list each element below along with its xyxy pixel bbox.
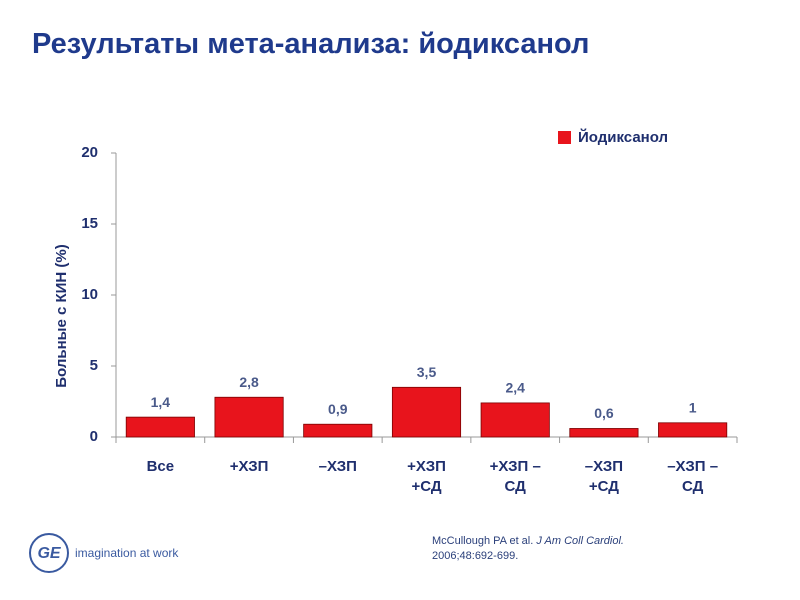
bar [480,402,550,438]
value-label: 2,4 [505,380,525,396]
citation-authors: McCullough PA et al. [432,535,534,547]
slide-title: Результаты мета-анализа: йодиксанол [32,28,590,60]
bar [214,396,284,438]
x-tick-label: +ХЗП [229,458,269,475]
y-tick-label: 20 [81,144,98,161]
citation: McCullough PA et al. J Am Coll Cardiol. 2… [432,534,692,564]
bar [569,428,639,438]
legend-label: Йодиксанол [578,128,668,146]
bar [125,416,195,438]
logo-mark: GE [37,545,61,562]
x-tick-label: –ХЗП [318,458,357,475]
x-tick-label: –ХЗП –СД [667,458,719,495]
citation-details: 2006;48:692-699. [432,550,519,562]
x-tick-label: Все [146,458,175,475]
y-tick-label: 10 [81,286,98,303]
value-label: 1 [689,400,697,416]
x-tick-label: +ХЗП +СД [407,458,446,495]
bar [303,423,373,438]
y-tick-label: 15 [81,215,98,232]
logo: GE [29,533,69,573]
value-label: 3,5 [417,364,437,380]
bar [391,386,462,438]
value-label: 2,8 [239,374,259,390]
x-tick-label: –ХЗП +СД [584,458,624,495]
y-axis-label: Больные с КИН (%) [53,244,70,387]
value-label: 0,9 [328,401,348,417]
x-tick-label: +ХЗП –СД [489,458,541,495]
bar [658,422,728,438]
logo-text: imagination at work [75,546,179,560]
logo-ring [29,533,69,573]
citation-journal: J Am Coll Cardiol. [536,535,624,547]
value-label: 1,4 [151,394,171,410]
legend-swatch [558,131,571,144]
value-label: 0,6 [594,405,614,421]
y-tick-label: 5 [90,357,98,374]
y-tick-label: 0 [90,428,98,445]
